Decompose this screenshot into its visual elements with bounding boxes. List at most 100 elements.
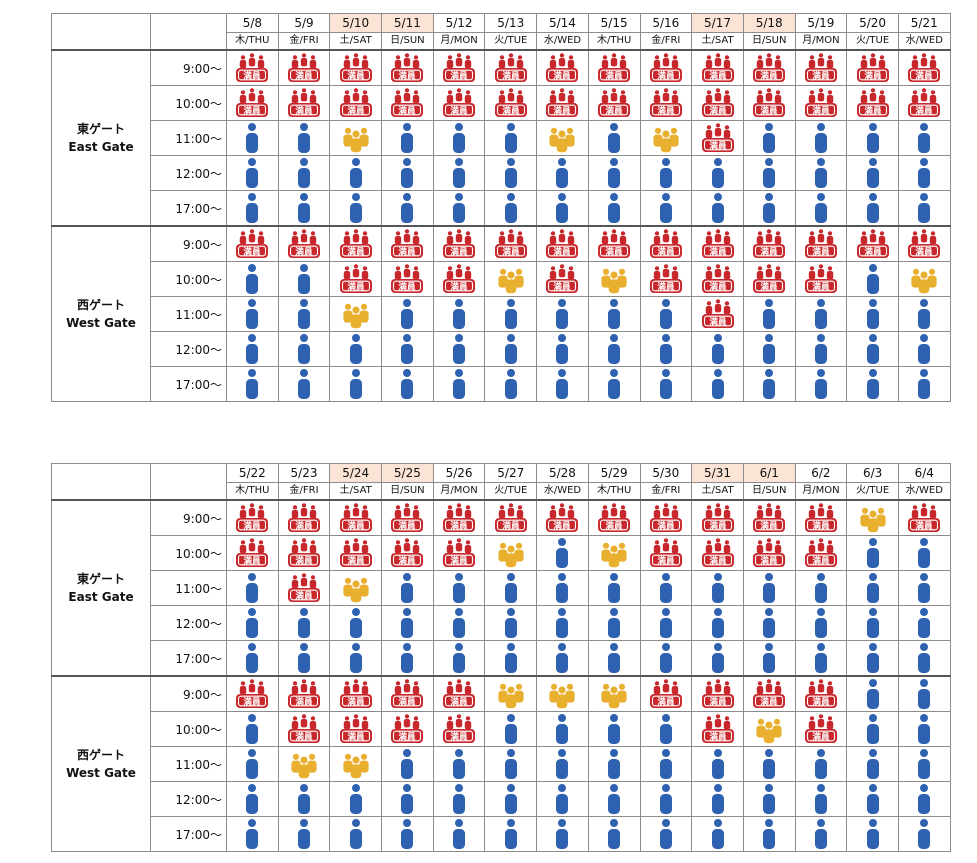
person-available-icon	[556, 538, 569, 568]
availability-cell	[536, 155, 589, 191]
availability-cell: 満員	[484, 225, 538, 262]
person-available-icon	[453, 784, 466, 814]
availability-cell	[897, 675, 951, 712]
person-available-icon	[453, 369, 466, 399]
person-available-icon	[504, 123, 517, 153]
availability-cell	[329, 781, 383, 817]
availability-cell: 満員	[432, 225, 486, 262]
availability-cell: 満員	[742, 675, 796, 712]
availability-cell	[381, 570, 434, 606]
svg-text:満員: 満員	[450, 104, 468, 116]
availability-cell: 満員	[587, 225, 641, 262]
availability-cell	[432, 296, 486, 332]
availability-cell	[794, 816, 848, 852]
svg-text:満員: 満員	[864, 69, 882, 81]
availability-cell: 満員	[794, 261, 848, 297]
availability-cell	[536, 296, 589, 332]
availability-cell	[484, 675, 538, 712]
full-capacity-icon: 満員	[288, 573, 321, 602]
full-capacity-icon: 満員	[701, 88, 734, 117]
availability-cell	[587, 331, 641, 367]
full-capacity-icon: 満員	[546, 229, 579, 258]
availability-cell	[536, 640, 589, 677]
person-available-icon	[298, 334, 311, 364]
full-capacity-icon: 満員	[804, 229, 837, 258]
svg-text:満員: 満員	[657, 104, 675, 116]
person-available-icon	[608, 369, 621, 399]
weekday-header: 水/WED	[897, 32, 951, 51]
full-capacity-icon: 満員	[753, 264, 786, 293]
person-available-icon	[763, 819, 776, 849]
date-header: 5/10	[329, 13, 383, 33]
person-available-icon	[556, 643, 569, 673]
gate-name-jp: 東ゲート	[76, 122, 125, 136]
svg-text:満員: 満員	[244, 245, 262, 257]
person-available-icon	[453, 299, 466, 329]
gate-label: 東ゲート East Gate	[51, 499, 151, 677]
person-available-icon	[401, 573, 414, 603]
person-available-icon	[866, 158, 879, 188]
svg-text:満員: 満員	[657, 69, 675, 81]
date-header: 5/29	[587, 463, 641, 483]
availability-cell: 満員	[277, 85, 331, 121]
availability-cell: 満員	[381, 261, 434, 297]
availability-cell: 満員	[897, 49, 951, 86]
availability-cell	[484, 155, 538, 191]
availability-cell	[742, 366, 796, 402]
availability-cell	[897, 331, 951, 367]
svg-text:満員: 満員	[244, 69, 262, 81]
weekday-header: 土/SAT	[329, 32, 383, 51]
date-header: 6/2	[794, 463, 848, 483]
availability-cell: 満員	[381, 225, 434, 262]
person-available-icon	[401, 608, 414, 638]
person-available-icon	[608, 334, 621, 364]
date-header: 5/19	[794, 13, 848, 33]
person-available-icon	[298, 193, 311, 223]
availability-cell	[484, 366, 538, 402]
date-header: 5/28	[536, 463, 589, 483]
full-capacity-icon: 満員	[908, 53, 941, 82]
svg-text:満員: 満員	[399, 280, 417, 292]
availability-cell: 満員	[691, 120, 744, 156]
person-available-icon	[918, 123, 931, 153]
availability-cell	[277, 296, 331, 332]
person-available-icon	[659, 819, 672, 849]
availability-cell: 満員	[277, 711, 331, 747]
person-available-icon	[504, 573, 517, 603]
availability-cell: 満員	[639, 85, 693, 121]
availability-cell	[432, 190, 486, 227]
date-header: 5/23	[277, 463, 331, 483]
person-available-icon	[453, 158, 466, 188]
gate-label: 西ゲート West Gate	[51, 225, 151, 402]
person-available-icon	[866, 193, 879, 223]
svg-text:満員: 満員	[812, 245, 830, 257]
person-available-icon	[453, 573, 466, 603]
time-label: 9:00～	[150, 675, 227, 712]
svg-text:満員: 満員	[347, 554, 365, 566]
availability-cell	[846, 816, 899, 852]
availability-cell	[329, 746, 383, 782]
person-available-icon	[349, 158, 362, 188]
svg-text:満員: 満員	[347, 730, 365, 742]
person-available-icon	[556, 193, 569, 223]
group-crowded-icon	[498, 268, 524, 294]
full-capacity-icon: 満員	[494, 88, 527, 117]
availability-cell	[536, 535, 589, 571]
person-available-icon	[608, 573, 621, 603]
svg-text:満員: 満員	[295, 554, 313, 566]
full-capacity-icon: 満員	[753, 679, 786, 708]
gate-label: 東ゲート East Gate	[51, 49, 151, 227]
weekday-header: 金/FRI	[277, 482, 331, 501]
time-slot-row: 12:00～	[52, 605, 951, 641]
availability-cell	[484, 331, 538, 367]
availability-cell	[691, 366, 744, 402]
weekday-header: 土/SAT	[329, 482, 383, 501]
availability-cell: 満員	[691, 225, 744, 262]
time-label: 12:00～	[150, 781, 227, 817]
person-available-icon	[246, 643, 259, 673]
full-capacity-icon: 満員	[443, 679, 476, 708]
full-capacity-icon: 満員	[753, 503, 786, 532]
person-available-icon	[763, 784, 776, 814]
svg-text:満員: 満員	[450, 69, 468, 81]
person-available-icon	[608, 819, 621, 849]
